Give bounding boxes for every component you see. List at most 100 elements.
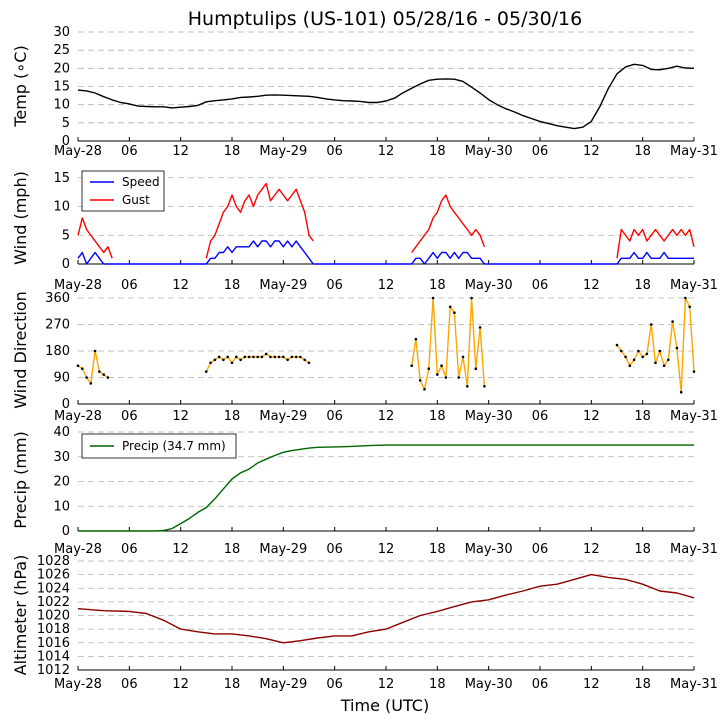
series-line-speed <box>616 251 694 265</box>
data-point <box>85 376 88 379</box>
x-tick-label: 18 <box>429 677 446 692</box>
y-tick-label: 40 <box>53 425 70 440</box>
x-tick-label: 12 <box>172 542 189 557</box>
x-tick-label: 06 <box>532 677 549 692</box>
precip-x-ticks: May-28 06 12 18 May-29 06 12 18 May-30 06 12 18 May-… <box>54 527 718 557</box>
temp-grid <box>78 31 694 142</box>
data-point <box>453 311 456 315</box>
temp-x-ticks: May-28 06 12 18 May-29 06 12 18 May-30 06 12 18 May-… <box>54 137 718 159</box>
series-line-gust <box>205 182 314 259</box>
y-tick-label: 15 <box>53 171 70 186</box>
wind-legend-box <box>81 170 165 212</box>
x-tick-label: 18 <box>634 409 651 424</box>
data-point <box>628 364 632 368</box>
x-tick-label: 18 <box>634 144 651 159</box>
x-tick-label: 12 <box>583 409 600 424</box>
data-point <box>444 376 448 379</box>
x-tick-label: May-29 <box>259 409 307 424</box>
data-point <box>260 355 264 359</box>
x-tick-label: 18 <box>224 677 241 692</box>
data-point <box>427 367 431 371</box>
x-tick-label: 06 <box>121 677 138 692</box>
data-point <box>431 296 435 300</box>
x-tick-label: 12 <box>378 144 395 159</box>
data-point <box>418 379 422 382</box>
data-point <box>436 373 439 376</box>
x-tick-label: 06 <box>326 144 343 159</box>
precip-series <box>78 444 694 532</box>
x-tick-label: May-31 <box>670 677 718 692</box>
y-tick-label: 0 <box>62 397 70 412</box>
precip-y-ticks: 0 10 20 30 40 <box>53 425 70 539</box>
precip-ylabel: Precip (mm) <box>11 431 30 529</box>
data-point <box>307 361 311 365</box>
x-tick-label: 06 <box>326 677 343 692</box>
series-line-gust <box>411 194 486 253</box>
x-tick-label: 06 <box>532 278 549 293</box>
data-point <box>89 382 93 385</box>
series-line-direction <box>616 297 695 393</box>
x-tick-label: 06 <box>532 409 549 424</box>
data-point <box>277 355 281 359</box>
data-point <box>692 370 696 373</box>
x-tick-label: 18 <box>429 278 446 293</box>
x-tick-label: May-28 <box>54 542 102 557</box>
panel-wind: 0 5 10 15 May-28 06 12 18 May-29 06 12 18 May-30 06 1… <box>11 170 718 293</box>
y-tick-label: 90 <box>53 371 70 386</box>
series-line-altimeter <box>77 573 695 644</box>
data-point <box>222 358 225 362</box>
data-point <box>290 355 294 359</box>
data-point <box>423 388 426 391</box>
data-point <box>684 296 687 300</box>
data-point <box>679 390 683 394</box>
wind-legend: Speed Gust <box>81 170 165 212</box>
x-tick-label: 06 <box>121 409 138 424</box>
altimeter-x-ticks: May-28 06 12 18 May-29 06 12 18 May-30 06 12 18 May-… <box>54 666 718 692</box>
temp-series <box>77 63 695 130</box>
series-line-direction <box>77 350 109 385</box>
x-tick-label: 18 <box>224 278 241 293</box>
data-point <box>688 305 691 309</box>
x-tick-label: May-29 <box>259 542 307 557</box>
x-tick-label: May-29 <box>259 144 307 159</box>
data-point <box>671 320 674 323</box>
temp-ylabel: Temp (∘C) <box>11 45 30 127</box>
x-tick-label: 06 <box>121 542 138 557</box>
x-tick-label: 06 <box>532 144 549 159</box>
data-point <box>624 355 627 359</box>
x-tick-label: May-30 <box>465 409 513 424</box>
y-tick-label: 1028 <box>37 554 70 569</box>
data-point <box>282 355 285 359</box>
y-tick-label: 1024 <box>37 581 70 596</box>
y-tick-label: 1026 <box>37 568 70 583</box>
speed-legend-label: Speed <box>122 175 160 189</box>
wind-x-ticks: May-28 06 12 18 May-29 06 12 18 May-30 06 12 18 May-… <box>54 260 718 293</box>
series-line-gust <box>77 217 113 259</box>
x-tick-label: 12 <box>378 677 395 692</box>
x-tick-label: 06 <box>121 278 138 293</box>
direction-series <box>76 296 696 394</box>
y-tick-label: 360 <box>45 291 70 306</box>
x-tick-label: May-30 <box>465 677 513 692</box>
x-tick-label: May-31 <box>670 278 718 293</box>
series-line-precip <box>78 444 694 532</box>
data-point <box>474 367 478 371</box>
data-point <box>457 376 461 379</box>
x-tick-label: May-31 <box>670 409 718 424</box>
direction-ylabel: Wind Direction <box>11 291 30 409</box>
x-tick-label: 06 <box>326 542 343 557</box>
x-tick-label: 12 <box>583 542 600 557</box>
data-point <box>620 349 623 353</box>
x-tick-label: 06 <box>121 144 138 159</box>
series-line-speed <box>77 251 113 265</box>
data-point <box>299 355 302 359</box>
x-tick-label: 18 <box>634 677 651 692</box>
x-tick-label: 12 <box>172 677 189 692</box>
x-tick-label: 18 <box>224 144 241 159</box>
x-tick-label: May-30 <box>465 144 513 159</box>
x-tick-label: May-28 <box>54 409 102 424</box>
data-point <box>239 358 242 362</box>
x-tick-label: May-28 <box>54 278 102 293</box>
x-tick-label: 12 <box>583 677 600 692</box>
